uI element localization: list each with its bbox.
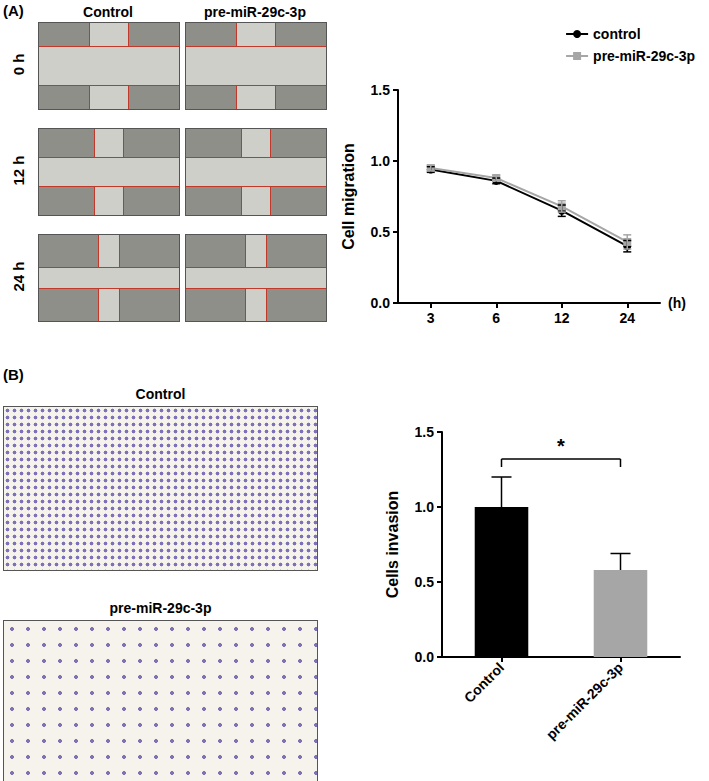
html-text:24 h: 24 h (9, 261, 27, 292)
svg-text:1.0: 1.0 (415, 499, 435, 515)
svg-text:1.5: 1.5 (371, 82, 391, 98)
svg-text:1.0: 1.0 (371, 153, 391, 169)
html-text:Control: Control (135, 386, 186, 402)
svg-text:0.0: 0.0 (371, 295, 391, 311)
svg-text:pre-miR-29c-3p: pre-miR-29c-3p (543, 659, 626, 742)
svg-text:12: 12 (554, 310, 570, 326)
svg-text:Cells invasion: Cells invasion (384, 491, 401, 599)
html-text:0 h: 0 h (9, 53, 27, 76)
svg-text:0.0: 0.0 (415, 649, 435, 665)
html-text:pre-miR-29c-3p: pre-miR-29c-3p (204, 4, 306, 20)
svg-text:Control: Control (461, 659, 507, 705)
html-text:Control: Control (83, 4, 133, 20)
svg-text:6: 6 (492, 310, 500, 326)
html-text:(A): (A) (3, 2, 24, 19)
html-text:pre-miR-29c-3p: pre-miR-29c-3p (109, 600, 212, 616)
svg-text:control: control (593, 26, 640, 42)
svg-text:pre-miR-29c-3p: pre-miR-29c-3p (593, 48, 695, 64)
svg-text:3: 3 (427, 310, 435, 326)
svg-text:*: * (557, 435, 565, 457)
svg-text:(h): (h) (668, 295, 686, 311)
svg-text:1.5: 1.5 (415, 424, 435, 440)
html-text:(B): (B) (3, 366, 24, 383)
html-text:12 h: 12 h (9, 155, 27, 186)
svg-text:24: 24 (619, 310, 635, 326)
svg-text:0.5: 0.5 (415, 574, 435, 590)
svg-text:Cell migration: Cell migration (340, 143, 357, 250)
svg-text:0.5: 0.5 (371, 224, 391, 240)
